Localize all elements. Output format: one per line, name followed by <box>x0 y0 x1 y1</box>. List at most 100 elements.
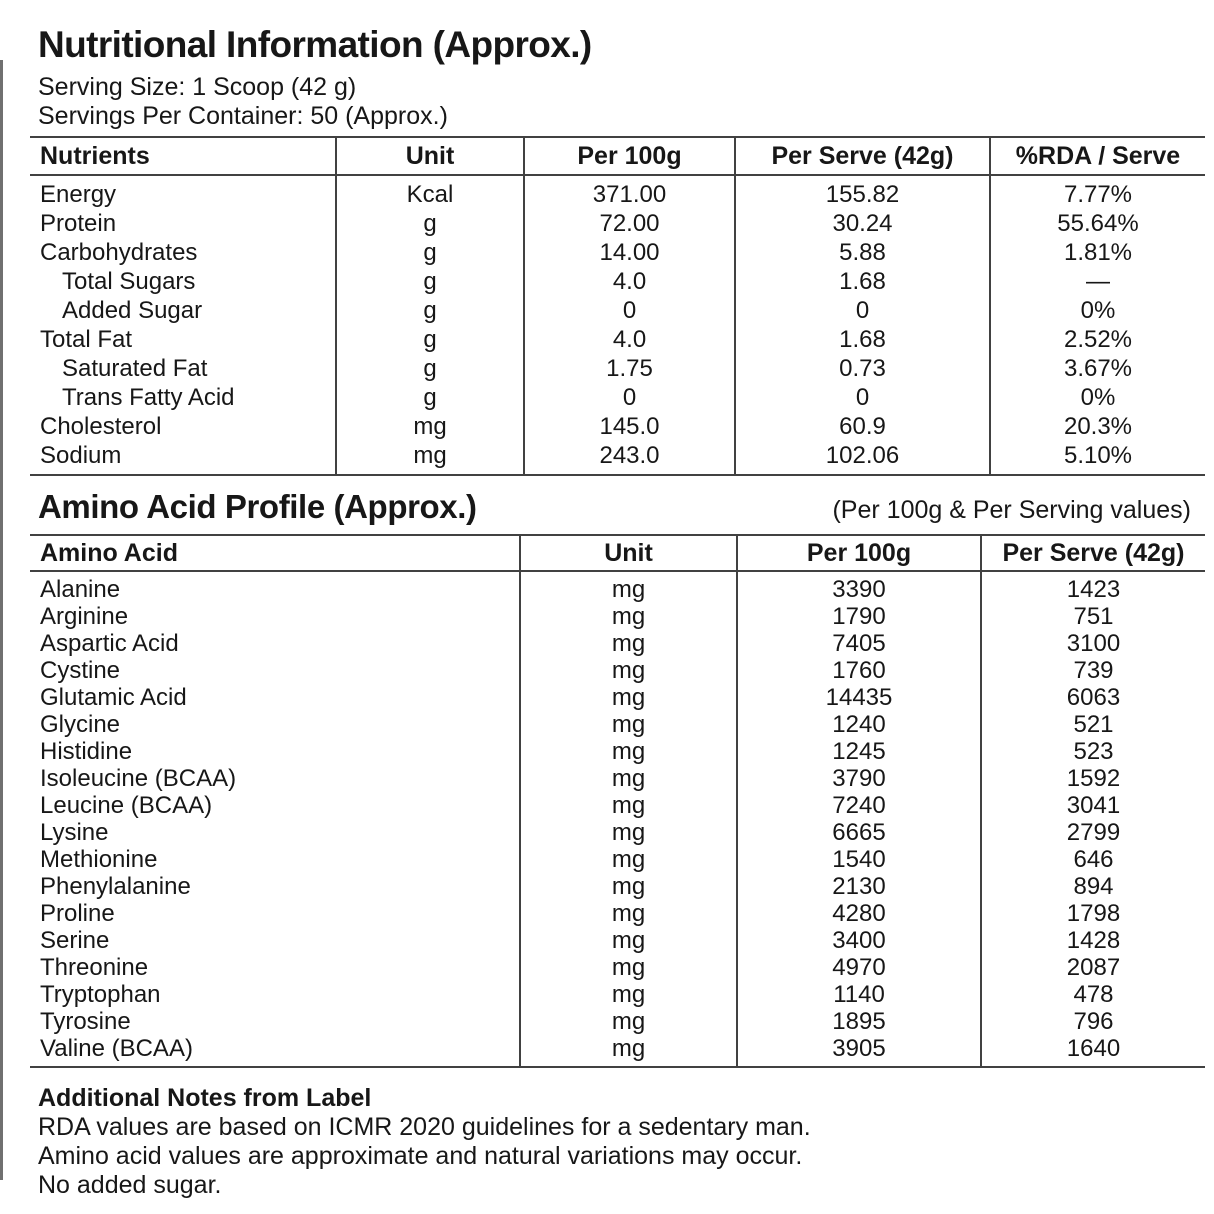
per-serve-cell: 521 <box>980 711 1205 738</box>
amino-acid-row: Leucine (BCAA) mg 7240 3041 <box>30 792 1205 819</box>
nutrition-row: Sodium mg 243.0 102.06 5.10% <box>30 441 1205 475</box>
per-serve-cell: 2087 <box>980 954 1205 981</box>
per-serve-cell: 646 <box>980 846 1205 873</box>
column-header: Per 100g <box>523 137 735 175</box>
nutrition-row: Protein g 72.00 30.24 55.64% <box>30 209 1205 238</box>
nutrition-row: Energy Kcal 371.00 155.82 7.77% <box>30 175 1205 209</box>
rda-per-serve-cell: 1.81% <box>989 238 1205 267</box>
per-serve-cell: 1428 <box>980 927 1205 954</box>
per-100g-cell: 6665 <box>736 819 981 846</box>
amino-section-title: Amino Acid Profile (Approx.) <box>38 488 477 525</box>
unit-cell: mg <box>335 441 524 475</box>
column-header: Per 100g <box>736 535 981 571</box>
unit-cell: mg <box>519 846 737 873</box>
nutrition-row: Saturated Fat g 1.75 0.73 3.67% <box>30 354 1205 383</box>
nutrition-row: Cholesterol mg 145.0 60.9 20.3% <box>30 412 1205 441</box>
row-label-cell: Phenylalanine <box>40 873 191 900</box>
column-header: Unit <box>519 535 737 571</box>
per-serve-cell: 1798 <box>980 900 1205 927</box>
unit-cell: g <box>335 354 524 383</box>
amino-acid-row: Threonine mg 4970 2087 <box>30 954 1205 981</box>
per-100g-cell: 14435 <box>736 684 981 711</box>
amino-section-subtitle: (Per 100g & Per Serving values) <box>832 496 1191 524</box>
column-header: Per Serve (42g) <box>980 535 1205 571</box>
row-label-cell: Energy <box>40 181 117 208</box>
nutrition-row: Total Sugars g 4.0 1.68— <box>30 267 1205 296</box>
per-100g-cell: 72.00 <box>523 209 735 238</box>
row-label-cell: Total Fat <box>40 326 133 353</box>
amino-acid-row: Serine mg 3400 1428 <box>30 927 1205 954</box>
amino-acid-row: Alanine mg 3390 1423 <box>30 571 1205 603</box>
nutrition-row: Trans Fatty Acid g 0 0 0% <box>30 383 1205 412</box>
row-label-cell: Alanine <box>40 576 121 603</box>
unit-cell: g <box>335 296 524 325</box>
per-serve-cell: 1640 <box>980 1035 1205 1067</box>
note-line-amino: Amino acid values are approximate and na… <box>38 1142 803 1170</box>
per-100g-cell: 1240 <box>736 711 981 738</box>
unit-cell: mg <box>519 571 737 603</box>
per-100g-cell: 7405 <box>736 630 981 657</box>
unit-cell: mg <box>519 738 737 765</box>
per-100g-cell: 1540 <box>736 846 981 873</box>
unit-cell: mg <box>519 657 737 684</box>
per-100g-cell: 4.0 <box>523 267 735 296</box>
rda-per-serve-cell: 55.64% <box>989 209 1205 238</box>
unit-cell: mg <box>519 765 737 792</box>
per-serve-cell: 0.73 <box>734 354 990 383</box>
amino-acid-row: Methionine mg 1540 646 <box>30 846 1205 873</box>
row-label-cell: Tyrosine <box>40 1008 131 1035</box>
amino-acid-row: Glycine mg 1240 521 <box>30 711 1205 738</box>
page-title: Nutritional Information (Approx.) <box>38 24 592 65</box>
amino-acid-row: Glutamic Acid mg 14435 6063 <box>30 684 1205 711</box>
row-label-cell: Isoleucine (BCAA) <box>40 765 237 792</box>
per-100g-cell: 371.00 <box>523 175 735 209</box>
per-serve-cell: 30.24 <box>734 209 990 238</box>
per-100g-cell: 7240 <box>736 792 981 819</box>
per-100g-cell: 0 <box>523 383 735 412</box>
row-label-cell: Proline <box>40 900 115 927</box>
per-serve-cell: 796 <box>980 1008 1205 1035</box>
row-label-cell: Histidine <box>40 738 133 765</box>
per-serve-cell: 3100 <box>980 630 1205 657</box>
row-label-cell: Total Sugars <box>62 268 196 295</box>
row-label-cell: Saturated Fat <box>62 355 208 382</box>
per-serve-cell: 6063 <box>980 684 1205 711</box>
per-100g-cell: 145.0 <box>523 412 735 441</box>
amino-acid-row: Valine (BCAA) mg 3905 1640 <box>30 1035 1205 1067</box>
rda-per-serve-cell: 20.3% <box>989 412 1205 441</box>
notes-title: Additional Notes from Label <box>38 1084 372 1112</box>
column-header: %RDA / Serve <box>989 137 1205 175</box>
unit-cell: mg <box>519 792 737 819</box>
unit-cell: mg <box>335 412 524 441</box>
per-100g-cell: 1.75 <box>523 354 735 383</box>
row-label-cell: Glycine <box>40 711 121 738</box>
per-serve-cell: 5.88 <box>734 238 990 267</box>
amino-acid-row: Proline mg 4280 1798 <box>30 900 1205 927</box>
row-label-cell: Trans Fatty Acid <box>62 384 235 411</box>
per-100g-cell: 0 <box>523 296 735 325</box>
column-header: Nutrients <box>40 141 150 170</box>
per-100g-cell: 3400 <box>736 927 981 954</box>
unit-cell: mg <box>519 1008 737 1035</box>
row-label-cell: Lysine <box>40 819 109 846</box>
rda-per-serve-cell: 0% <box>989 383 1205 412</box>
per-100g-cell: 14.00 <box>523 238 735 267</box>
row-label-cell: Arginine <box>40 603 129 630</box>
row-label-cell: Aspartic Acid <box>40 630 179 657</box>
per-100g-cell: 243.0 <box>523 441 735 475</box>
row-label-cell: Threonine <box>40 954 149 981</box>
row-label-cell: Methionine <box>40 846 158 873</box>
per-serve-cell: 155.82 <box>734 175 990 209</box>
per-100g-cell: 1140 <box>736 981 981 1008</box>
per-serve-cell: 1592 <box>980 765 1205 792</box>
unit-cell: g <box>335 209 524 238</box>
per-100g-cell: 1895 <box>736 1008 981 1035</box>
per-serve-cell: 0 <box>734 383 990 412</box>
unit-cell: mg <box>519 819 737 846</box>
row-label-cell: Tryptophan <box>40 981 161 1008</box>
amino-acid-row: Phenylalanine mg 2130 894 <box>30 873 1205 900</box>
per-100g-cell: 3905 <box>736 1035 981 1067</box>
unit-cell: g <box>335 267 524 296</box>
unit-cell: mg <box>519 927 737 954</box>
